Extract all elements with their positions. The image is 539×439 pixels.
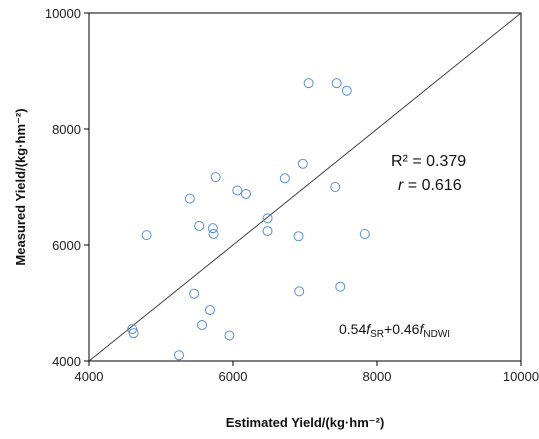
y-tick-label: 6000: [52, 238, 81, 253]
r-squared-annotation: R² = 0.379: [391, 153, 466, 170]
data-point: [128, 328, 139, 339]
formula-f1: f: [366, 321, 372, 337]
formula-annotation: 0.54fSR+0.46fNDWI: [339, 321, 450, 340]
data-point: [294, 286, 305, 297]
data-point: [204, 304, 215, 315]
data-point: [224, 330, 235, 341]
data-point: [174, 350, 184, 361]
x-tick-label: 6000: [219, 369, 248, 384]
reference-line-group: [88, 12, 522, 362]
data-point: [189, 288, 200, 299]
data-point: [184, 193, 195, 204]
y-axis-ticks: 4000 6000 8000 10000: [45, 6, 89, 369]
formula-coef1: 0.54: [339, 321, 366, 337]
data-point: [210, 172, 221, 183]
y-tick-label: 10000: [45, 6, 81, 21]
x-axis-title: Estimated Yield/(kg·hm⁻²): [226, 415, 385, 430]
data-point: [262, 213, 273, 224]
data-point: [197, 320, 208, 331]
data-point: [330, 182, 341, 192]
y-axis-title: Measured Yield/(kg·hm⁻²): [13, 108, 28, 265]
data-point: [293, 231, 304, 242]
data-point: [141, 230, 152, 241]
y-tick-label: 8000: [52, 122, 81, 137]
x-tick-label: 10000: [503, 369, 539, 384]
x-tick-label: 4000: [75, 369, 104, 384]
r-value: = 0.616: [403, 177, 461, 194]
x-axis-ticks: 4000 6000 8000 10000: [75, 361, 539, 384]
data-point: [127, 324, 138, 335]
data-points: [127, 78, 370, 361]
y-tick-label: 4000: [52, 354, 81, 369]
formula-sub1: SR: [370, 329, 384, 340]
data-point: [232, 185, 243, 196]
data-point: [207, 223, 218, 234]
data-point: [194, 220, 205, 231]
data-point: [335, 281, 346, 292]
x-tick-label: 8000: [363, 369, 392, 384]
formula-f2: f: [419, 321, 425, 337]
data-point: [297, 158, 308, 169]
r-annotation: r = 0.616: [398, 177, 462, 194]
formula-plus: +0.46: [384, 321, 420, 337]
data-point: [279, 173, 290, 184]
plot-area-frame: [88, 12, 522, 362]
data-point: [359, 228, 370, 239]
data-point: [208, 228, 219, 239]
data-point: [240, 188, 251, 199]
r-symbol: r: [398, 177, 404, 194]
data-point: [331, 78, 342, 89]
formula-sub2: NDWI: [423, 329, 450, 340]
data-point: [262, 226, 273, 237]
data-point: [341, 85, 352, 96]
one-to-one-line: [88, 12, 522, 362]
data-point: [303, 78, 314, 89]
